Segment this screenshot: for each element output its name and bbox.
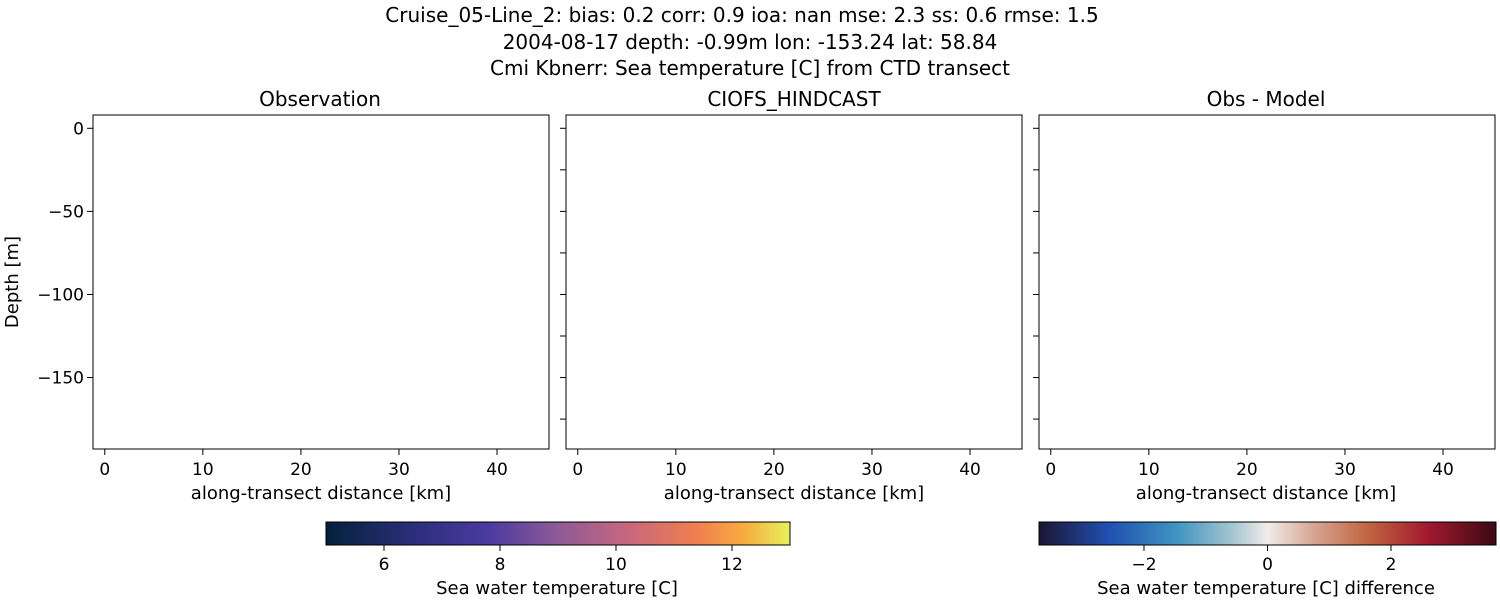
panel-ciofs-hindcast: CIOFS_HINDCAST 0 10 20 30 40 along-transect … bbox=[560, 87, 1023, 504]
colorbar-gradient bbox=[325, 521, 791, 546]
x-tick-label: 20 bbox=[290, 460, 312, 480]
panel-observation: Observation 0 10 20 30 40 0 −50 −100 −150 along… bbox=[2, 87, 550, 504]
panel-title: Obs - Model bbox=[1207, 87, 1326, 111]
colorbar-tick-label: 0 bbox=[1262, 555, 1273, 575]
colorbar-difference: −2 0 2 Sea water temperature [C] differenc… bbox=[1038, 521, 1497, 599]
y-tick-label: 0 bbox=[73, 119, 84, 139]
figure-title-line-3: Cmi Kbnerr: Sea temperature [C] from CTD… bbox=[490, 56, 1010, 80]
x-axis-label: along-transect distance [km] bbox=[664, 483, 924, 504]
y-axis-label: Depth [m] bbox=[2, 236, 23, 328]
y-axis-ticks bbox=[1033, 127, 1039, 420]
x-tick-label: 20 bbox=[1236, 460, 1258, 480]
colorbar-gradient bbox=[1038, 521, 1497, 546]
y-axis-ticks: 0 −50 −100 −150 bbox=[37, 119, 93, 389]
colorbar-tick-label: 8 bbox=[495, 555, 506, 575]
colorbar-ticks: 6 8 10 12 bbox=[379, 545, 743, 575]
x-tick-label: 0 bbox=[1045, 460, 1056, 480]
colorbar-tick-label: 10 bbox=[605, 555, 627, 575]
y-axis-ticks bbox=[560, 127, 566, 420]
x-tick-label: 10 bbox=[192, 460, 214, 480]
panel-obs-minus-model: Obs - Model 0 10 20 30 40 along-transect dis… bbox=[1033, 87, 1496, 504]
x-axis-ticks: 0 10 20 30 40 bbox=[572, 449, 981, 480]
x-tick-label: 10 bbox=[1138, 460, 1160, 480]
x-tick-label: 40 bbox=[486, 460, 508, 480]
figure-title-line-2: 2004-08-17 depth: -0.99m lon: -153.24 la… bbox=[503, 30, 998, 54]
x-tick-label: 0 bbox=[99, 460, 110, 480]
y-tick-label: −150 bbox=[37, 369, 84, 389]
panel-title: Observation bbox=[259, 87, 381, 111]
plot-area bbox=[1046, 128, 1483, 449]
y-tick-label: −100 bbox=[37, 285, 84, 305]
x-axis-label: along-transect distance [km] bbox=[1136, 483, 1396, 504]
colorbar-tick-label: −2 bbox=[1131, 555, 1156, 575]
colorbar-tick-label: 6 bbox=[379, 555, 390, 575]
x-tick-label: 20 bbox=[763, 460, 785, 480]
x-tick-label: 0 bbox=[572, 460, 583, 480]
x-tick-label: 40 bbox=[959, 460, 981, 480]
x-axis-ticks: 0 10 20 30 40 bbox=[99, 449, 508, 480]
x-tick-label: 30 bbox=[1334, 460, 1356, 480]
colorbar-label: Sea water temperature [C] difference bbox=[1097, 578, 1435, 599]
axes-frame bbox=[565, 114, 1023, 450]
axes-frame bbox=[1038, 114, 1496, 450]
plot-area bbox=[100, 128, 537, 433]
x-tick-label: 30 bbox=[861, 460, 883, 480]
x-axis-label: along-transect distance [km] bbox=[191, 483, 451, 504]
colorbar-tick-label: 2 bbox=[1386, 555, 1397, 575]
plot-area bbox=[573, 128, 1010, 433]
colorbar-ticks: −2 0 2 bbox=[1131, 545, 1396, 575]
y-tick-label: −50 bbox=[48, 202, 84, 222]
figure-title: Cruise_05-Line_2: bias: 0.2 corr: 0.9 io… bbox=[385, 3, 1098, 80]
colorbar-label: Sea water temperature [C] bbox=[436, 578, 678, 599]
figure-title-line-1: Cruise_05-Line_2: bias: 0.2 corr: 0.9 io… bbox=[385, 3, 1098, 27]
x-tick-label: 30 bbox=[388, 460, 410, 480]
x-tick-label: 10 bbox=[665, 460, 687, 480]
panel-title: CIOFS_HINDCAST bbox=[707, 87, 881, 111]
colorbar-tick-label: 12 bbox=[721, 555, 743, 575]
colorbar-temperature: 6 8 10 12 Sea water temperature [C] bbox=[325, 521, 791, 599]
axes-frame bbox=[92, 114, 550, 450]
x-axis-ticks: 0 10 20 30 40 bbox=[1045, 449, 1454, 480]
x-tick-label: 40 bbox=[1432, 460, 1454, 480]
